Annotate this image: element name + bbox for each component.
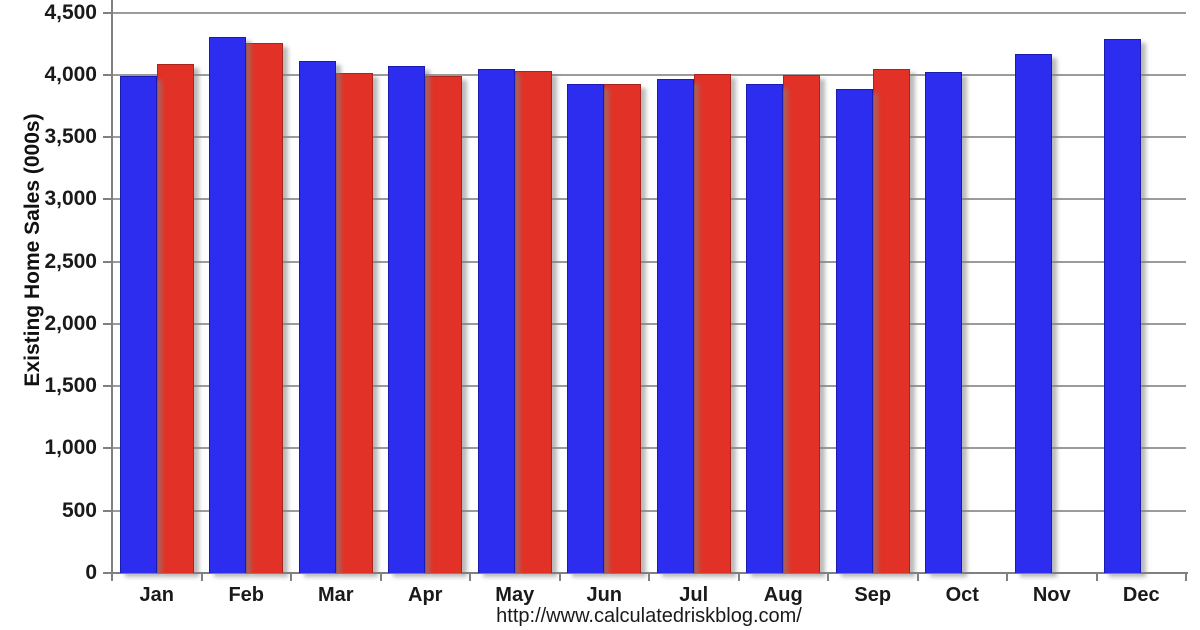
bar-may-blue xyxy=(477,68,515,573)
y-axis-line xyxy=(111,0,113,574)
y-tick-label-500: 500 xyxy=(61,498,97,522)
x-tick-8 xyxy=(827,573,829,581)
gridline-1500 xyxy=(112,385,1186,388)
y-tick-0 xyxy=(103,572,113,574)
x-category-label-sep: Sep xyxy=(854,584,892,606)
bar-sep-blue xyxy=(835,88,873,573)
y-tick-label-2,500: 2,500 xyxy=(44,249,97,273)
x-category-label-nov: Nov xyxy=(1032,584,1071,606)
bar-feb-red xyxy=(246,43,284,573)
bar-apr-red xyxy=(425,76,463,573)
x-tick-3 xyxy=(379,573,382,581)
bar-dec-blue xyxy=(1104,38,1142,573)
x-tick-11 xyxy=(1095,573,1098,581)
source-url-caption: http://www.calculatedriskblog.com/ xyxy=(496,605,802,627)
y-tick-label-4,000: 4,000 xyxy=(44,62,97,86)
bar-aug-red xyxy=(783,74,821,573)
y-tick-4,000 xyxy=(103,73,113,76)
bar-sep-red xyxy=(872,68,910,573)
x-tick-10 xyxy=(1006,573,1008,581)
x-category-label-aug: Aug xyxy=(763,584,803,606)
x-tick-4 xyxy=(469,573,471,581)
bar-mar-red xyxy=(335,73,373,573)
y-tick-label-0: 0 xyxy=(85,561,97,584)
y-tick-500 xyxy=(103,509,113,512)
bar-jan-red xyxy=(156,64,194,573)
bar-jan-blue xyxy=(119,76,157,573)
gridline-4000 xyxy=(112,73,1186,76)
x-category-label-feb: Feb xyxy=(228,584,265,606)
y-tick-label-2,000: 2,000 xyxy=(44,311,97,335)
bar-feb-blue xyxy=(209,36,247,573)
bar-oct-blue xyxy=(925,71,963,573)
bar-aug-blue xyxy=(746,84,784,573)
x-tick-0 xyxy=(111,573,113,581)
gridline-500 xyxy=(112,509,1186,512)
bar-mar-blue xyxy=(298,60,336,573)
gridline-3000 xyxy=(112,198,1186,201)
x-category-label-jun: Jun xyxy=(586,584,623,606)
gridline-2000 xyxy=(112,322,1186,325)
y-tick-1,500 xyxy=(103,385,113,388)
y-tick-label-1,000: 1,000 xyxy=(44,436,97,460)
x-category-label-oct: Oct xyxy=(945,584,979,606)
x-category-label-apr: Apr xyxy=(408,584,443,606)
bar-jul-blue xyxy=(656,79,694,573)
x-tick-1 xyxy=(200,573,203,581)
y-tick-label-1,500: 1,500 xyxy=(44,374,97,398)
x-category-label-jul: Jul xyxy=(679,584,709,606)
gridline-4500 xyxy=(112,11,1186,14)
y-tick-label-3,500: 3,500 xyxy=(44,125,97,149)
x-tick-2 xyxy=(290,573,292,581)
x-tick-6 xyxy=(648,573,650,581)
x-axis-line xyxy=(112,572,1188,574)
x-tick-12 xyxy=(1185,573,1187,581)
y-tick-label-4,500: 4,500 xyxy=(44,0,97,24)
bar-jun-red xyxy=(604,83,642,573)
x-tick-9 xyxy=(916,573,919,581)
bar-apr-blue xyxy=(388,66,426,573)
gridline-2500 xyxy=(112,260,1186,263)
bar-jul-red xyxy=(693,74,731,573)
x-tick-5 xyxy=(558,573,561,581)
y-tick-3,000 xyxy=(103,198,113,201)
bar-may-red xyxy=(514,71,552,573)
gridline-1000 xyxy=(112,447,1186,450)
y-tick-1,000 xyxy=(103,447,113,450)
x-category-label-may: May xyxy=(495,584,535,606)
y-tick-2,000 xyxy=(103,322,113,325)
y-tick-label-3,000: 3,000 xyxy=(44,187,97,211)
y-tick-4,500 xyxy=(103,11,113,14)
y-tick-3,500 xyxy=(103,136,113,139)
x-category-label-jan: Jan xyxy=(139,584,174,606)
x-category-label-mar: Mar xyxy=(317,584,354,606)
gridline-3500 xyxy=(112,136,1186,139)
y-tick-2,500 xyxy=(103,260,113,263)
bar-jun-blue xyxy=(567,83,605,573)
x-category-label-dec: Dec xyxy=(1122,584,1160,606)
bar-nov-blue xyxy=(1014,53,1052,573)
x-tick-7 xyxy=(737,573,740,581)
